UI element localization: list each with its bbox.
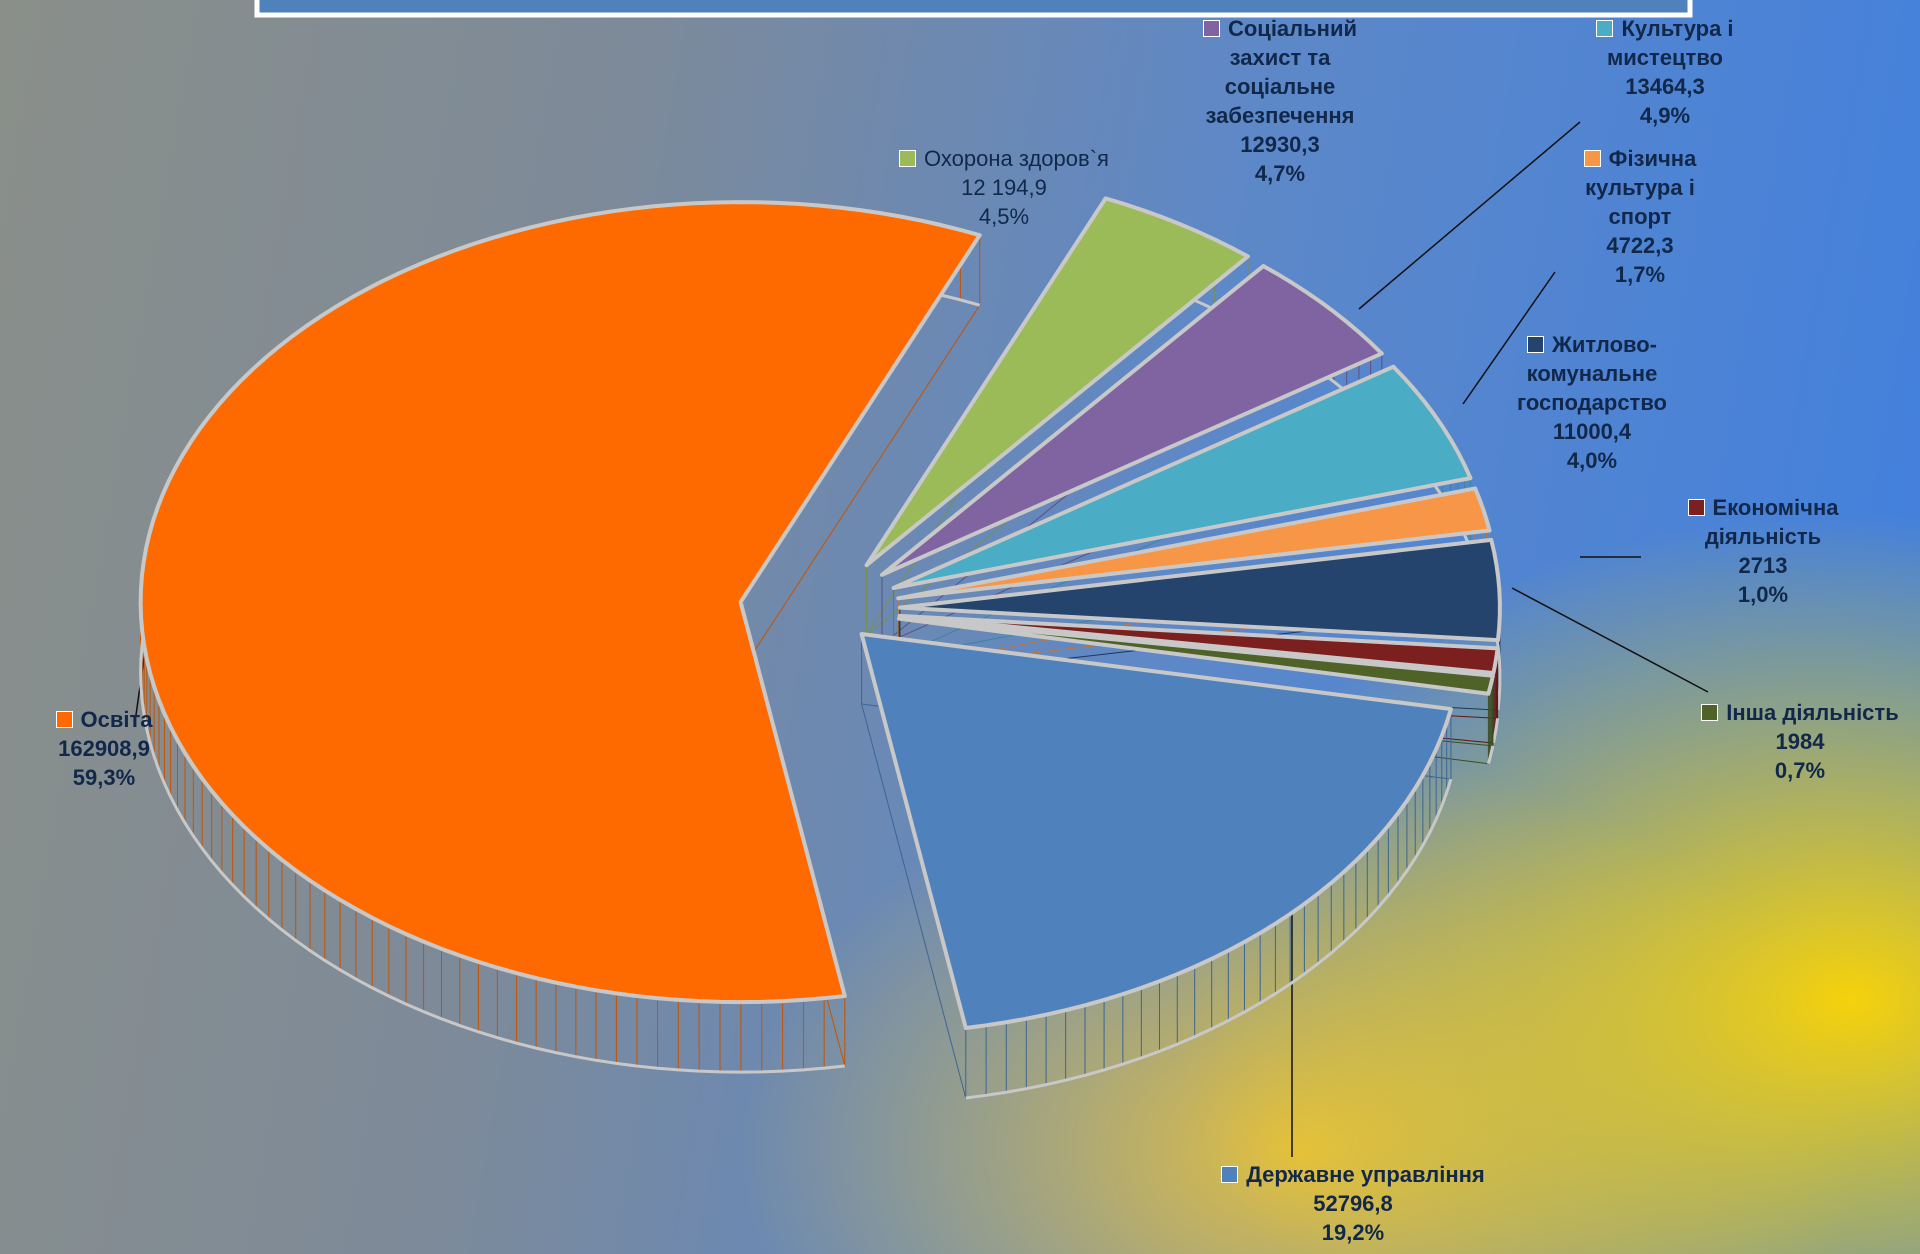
legend-marker bbox=[1221, 1166, 1239, 1183]
legend-marker bbox=[899, 150, 917, 167]
data-label: Інша діяльність 1984 0,7% bbox=[1685, 698, 1915, 785]
data-label: Охорона здоров`я 12 194,9 4,5% bbox=[874, 144, 1134, 231]
slice bbox=[864, 196, 1250, 568]
category-name: Житлово-комунальне господарство bbox=[1516, 332, 1667, 415]
slice bbox=[891, 364, 1473, 591]
data-label: Економічна діяльність 2713 1,0% bbox=[1673, 493, 1853, 609]
category-name: Інша діяльність bbox=[1726, 700, 1899, 725]
category-label: Державне управління bbox=[1183, 1160, 1523, 1189]
value-label: 2713 bbox=[1738, 553, 1788, 578]
value-label: 4722,3 bbox=[1606, 233, 1674, 258]
value-label: 52796,8 bbox=[1313, 1191, 1393, 1216]
category-label: Освіта bbox=[4, 705, 204, 734]
category-label: Житлово-комунальне господарство bbox=[1502, 330, 1682, 417]
category-name: Економічна діяльність bbox=[1704, 495, 1839, 549]
slice bbox=[138, 200, 982, 1005]
data-label: Житлово-комунальне господарство 11000,4 4,… bbox=[1502, 330, 1682, 475]
value-label: 11000,4 bbox=[1552, 419, 1632, 444]
slice bbox=[896, 486, 1492, 601]
category-label: Культура і мистецтво bbox=[1575, 14, 1755, 72]
leader-line bbox=[1358, 121, 1581, 310]
legend-marker bbox=[1202, 20, 1220, 37]
leader-line bbox=[1462, 271, 1556, 405]
slice-side-edge bbox=[1491, 718, 1500, 744]
percent-label: 0,7% bbox=[1774, 758, 1826, 783]
data-label: Освіта 162908,9 59,3% bbox=[4, 705, 204, 792]
category-name: Культура і мистецтво bbox=[1606, 16, 1734, 70]
category-name: Охорона здоров`я bbox=[924, 146, 1109, 171]
category-label: Фізична культура і спорт bbox=[1575, 144, 1705, 231]
category-label: Економічна діяльність bbox=[1673, 493, 1853, 551]
percent-label: 1,0% bbox=[1737, 582, 1789, 607]
value-label: 13464,3 bbox=[1625, 74, 1705, 99]
data-label: Соціальний захист та соціальне забезпече… bbox=[1180, 14, 1380, 188]
category-label: Соціальний захист та соціальне забезпече… bbox=[1180, 14, 1380, 130]
percent-label: 59,3% bbox=[72, 765, 136, 790]
value-label: 12 194,9 bbox=[961, 175, 1047, 200]
value-label: 162908,9 bbox=[58, 736, 150, 761]
value-label: 12930,3 bbox=[1240, 132, 1320, 157]
category-name: Державне управління bbox=[1246, 1162, 1485, 1187]
percent-label: 4,7% bbox=[1254, 161, 1306, 186]
slice bbox=[859, 632, 1453, 1030]
title-bar bbox=[254, 0, 1693, 18]
slice-side-edge bbox=[965, 778, 1453, 1100]
percent-label: 1,7% bbox=[1614, 262, 1666, 287]
data-label: Державне управління 52796,8 19,2% bbox=[1183, 1160, 1523, 1247]
percent-label: 19,2% bbox=[1321, 1220, 1385, 1245]
leader-line bbox=[1511, 587, 1709, 693]
legend-marker bbox=[55, 711, 73, 728]
slice bbox=[897, 613, 1500, 676]
percent-label: 4,9% bbox=[1639, 103, 1691, 128]
percent-label: 4,0% bbox=[1566, 448, 1618, 473]
category-name: Освіта bbox=[80, 707, 153, 732]
data-label: Фізична культура і спорт 4722,3 1,7% bbox=[1575, 144, 1705, 289]
data-label: Культура і мистецтво 13464,3 4,9% bbox=[1575, 14, 1755, 130]
slice bbox=[897, 537, 1502, 643]
legend-marker bbox=[1526, 336, 1544, 353]
slice bbox=[897, 616, 1495, 696]
percent-label: 4,5% bbox=[978, 204, 1030, 229]
category-label: Охорона здоров`я bbox=[874, 144, 1134, 173]
category-name: Фізична культура і спорт bbox=[1585, 146, 1697, 229]
slice-side-edge bbox=[1486, 745, 1495, 765]
legend-marker bbox=[1583, 150, 1601, 167]
slice bbox=[879, 264, 1384, 577]
legend-marker bbox=[1687, 499, 1705, 516]
legend-marker bbox=[1596, 20, 1614, 37]
category-name: Соціальний захист та соціальне забезпече… bbox=[1205, 16, 1358, 128]
category-label: Інша діяльність bbox=[1685, 698, 1915, 727]
value-label: 1984 bbox=[1775, 729, 1825, 754]
legend-marker bbox=[1701, 704, 1719, 721]
